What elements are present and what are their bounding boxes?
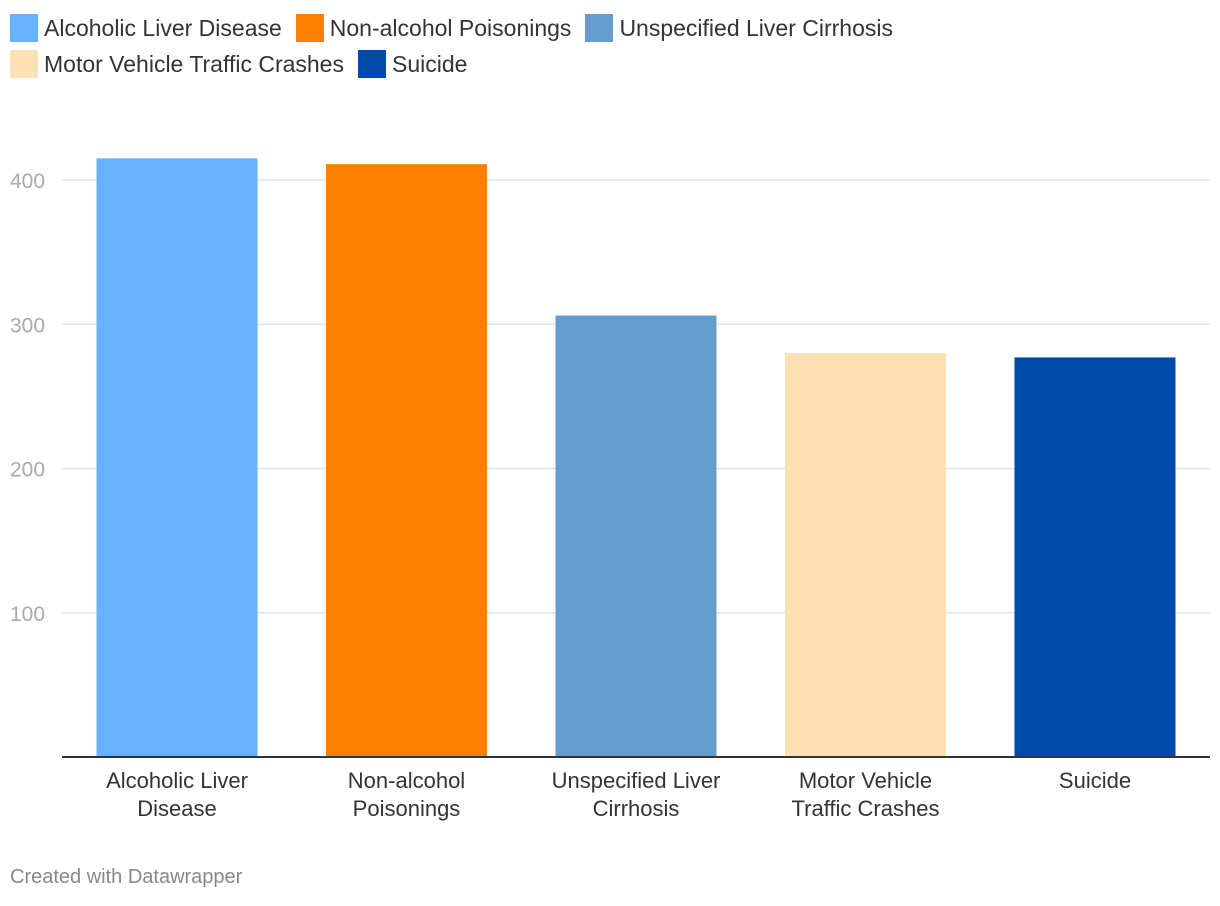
legend-swatch [10, 50, 38, 78]
y-tick-label: 400 [10, 170, 45, 193]
legend-item: Non-alcohol Poisonings [295, 10, 572, 46]
bar [1014, 357, 1176, 757]
y-tick-label: 300 [10, 314, 45, 337]
bar [785, 353, 946, 757]
legend-item: Unspecified Liver Cirrhosis [585, 10, 893, 46]
legend-item: Motor Vehicle Traffic Crashes [10, 46, 344, 82]
x-tick-label: Non-alcohol Poisonings [348, 768, 465, 821]
bar [326, 164, 487, 757]
x-tick-label: Motor Vehicle Traffic Crashes [792, 768, 940, 821]
legend-swatch [10, 14, 38, 42]
legend-label: Unspecified Liver Cirrhosis [619, 15, 893, 41]
legend-label: Non-alcohol Poisonings [329, 15, 572, 41]
legend-item: Alcoholic Liver Disease [10, 10, 282, 46]
y-tick-label: 200 [10, 459, 45, 482]
y-tick-label: 100 [10, 603, 45, 626]
x-tick-label: Suicide [1059, 768, 1131, 793]
legend-item: Suicide [357, 46, 468, 82]
legend-label: Motor Vehicle Traffic Crashes [44, 51, 344, 77]
legend-label: Suicide [391, 51, 468, 77]
bar [555, 315, 717, 757]
legend-swatch [585, 14, 614, 42]
legend-swatch [357, 50, 386, 78]
legend-swatch [295, 14, 324, 42]
chart-legend: Alcoholic Liver Disease Non-alcohol Poiso… [10, 10, 1215, 82]
legend-label: Alcoholic Liver Disease [44, 15, 282, 41]
bar [96, 158, 258, 758]
x-tick-label: Alcoholic Liver Disease [106, 768, 248, 821]
footer-credit[interactable]: Created with Datawrapper [10, 866, 243, 888]
x-tick-label: Unspecified Liver Cirrhosis [552, 768, 721, 821]
